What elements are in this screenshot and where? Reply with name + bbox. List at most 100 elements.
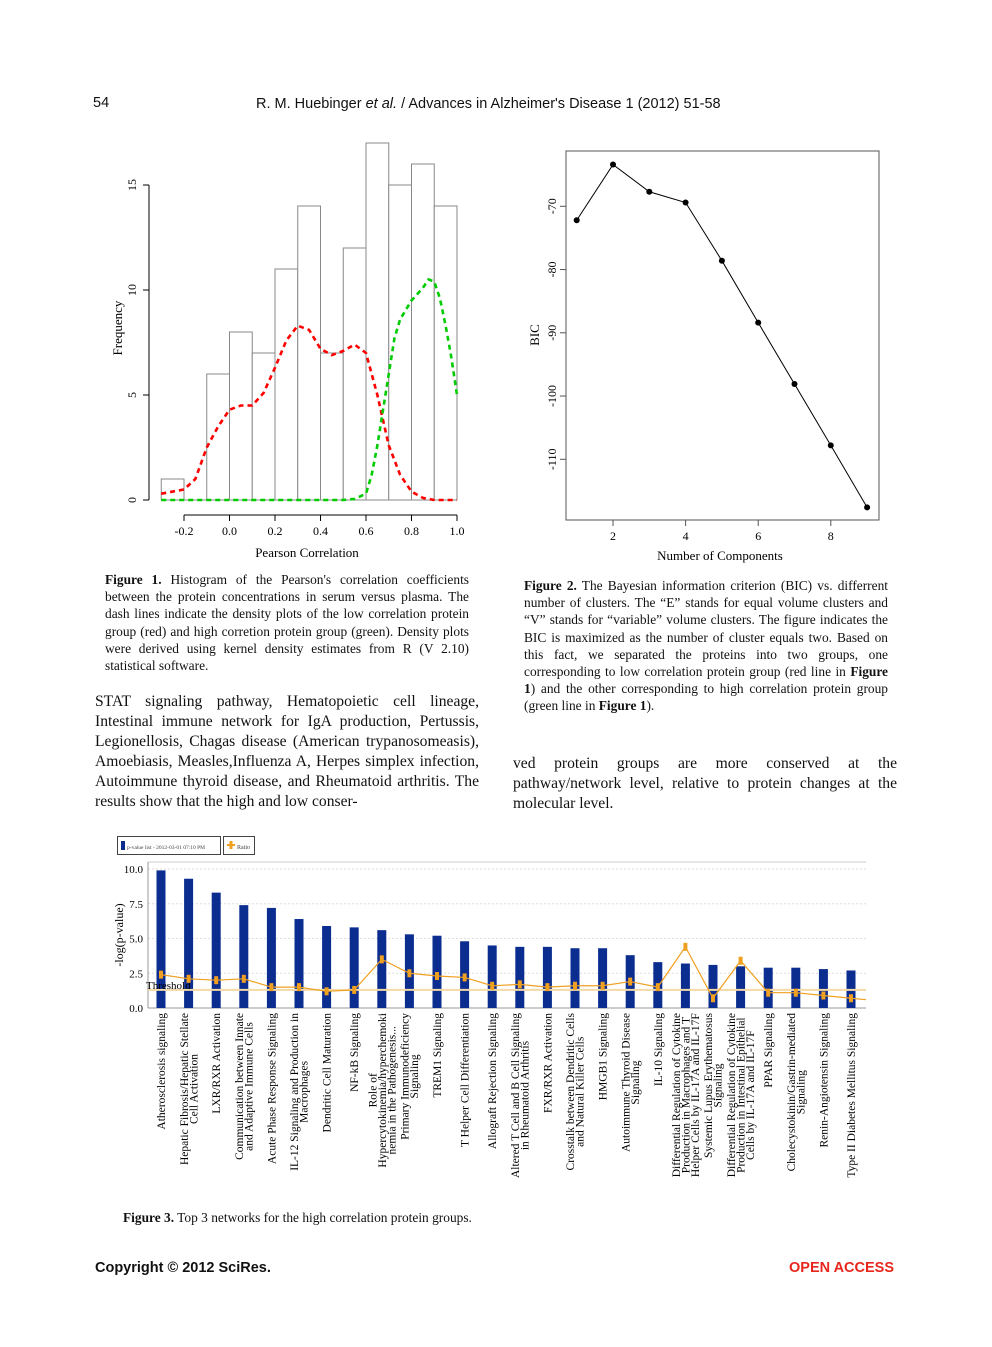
figure3-caption-text: Top 3 networks for the high correlation …: [174, 1210, 472, 1225]
ratio-marker: [269, 983, 274, 992]
ratio-marker: [379, 955, 384, 964]
category-label-line: Communication between Innate: [234, 1013, 246, 1160]
figure3-caption: Figure 3. Top 3 networks for the high co…: [123, 1210, 472, 1226]
category-label: IL-10 Signaling: [653, 1013, 665, 1086]
category-label-line: NF-kB Signaling: [349, 1013, 361, 1092]
ratio-marker: [214, 976, 219, 985]
category-label-line: LXR/RXR Activation: [211, 1013, 223, 1114]
category-label-line: PPAR Signaling: [763, 1013, 775, 1088]
category-label-line: in Rheumatoid Arthritis: [520, 1040, 532, 1150]
running-head-authors: R. M. Huebinger: [256, 96, 366, 112]
running-head-journal: / Advances in Alzheimer's Disease 1 (201…: [397, 96, 721, 112]
y-tick-label: -80: [545, 262, 559, 278]
bic-point: [682, 199, 689, 206]
ratio-marker: [159, 970, 163, 979]
category-label-line: FXR/RXR Activation: [542, 1013, 554, 1113]
pvalue-bar: [542, 946, 552, 1008]
bic-point: [827, 442, 834, 449]
figure2-caption-label: Figure 2.: [524, 578, 577, 593]
histogram-bar: [433, 205, 458, 501]
pvalue-bar: [818, 969, 828, 1008]
figure2-caption-text-3: ).: [646, 698, 655, 714]
body-paragraph-left: STAT signaling pathway, Hematopoietic ce…: [95, 693, 479, 810]
ratio-marker: [655, 983, 660, 992]
ratio-marker: [766, 988, 771, 997]
ratio-marker: [600, 981, 605, 990]
pvalue-bar: [487, 945, 497, 1008]
category-label-line: Signaling: [409, 1054, 421, 1098]
category-label-line: Helper Cells by IL-17A and IL-17F: [690, 1013, 702, 1177]
y-tick-label: 10: [125, 284, 139, 296]
legend-swatch-ratio-marker: [229, 841, 233, 849]
pvalue-bar: [791, 967, 801, 1008]
figure2-caption: Figure 2. The Bayesian information crite…: [524, 577, 888, 715]
category-label-line: Hepatic Fibrosis/Hepatic Stellate: [179, 1013, 191, 1165]
pvalue-bar: [211, 892, 221, 1008]
running-head: R. M. Huebinger et al. / Advances in Alz…: [256, 96, 721, 112]
category-label: Type II Diabetes Mellitus Signaling: [846, 1013, 858, 1178]
histogram-bar: [411, 163, 435, 501]
running-head-etal: et al.: [365, 96, 398, 112]
y-axis-label: BIC: [527, 324, 542, 346]
threshold-label: Threshold: [146, 980, 191, 992]
ratio-marker: [628, 977, 633, 986]
category-label: T Helper Cell Differentiation: [460, 1013, 472, 1147]
histogram-bar: [206, 373, 230, 501]
bic-point: [646, 188, 653, 195]
bic-point: [791, 381, 798, 388]
x-axis-label: Pearson Correlation: [255, 545, 359, 560]
y-tick-label: 5.0: [129, 934, 143, 946]
category-label: Cholecystokinin/Gastrin-mediatedSignalin…: [786, 1013, 808, 1172]
figure1-caption-text: Histogram of the Pearson's correlation c…: [105, 572, 470, 674]
figure3-pathway-bar-chart: p-value list - 2012-03-01 07:10 PM Ratio 0…: [112, 836, 867, 1178]
category-label-line: Primary Immunodeficiency: [400, 1013, 412, 1140]
category-label-line: Renin-Angiotensin Signaling: [818, 1013, 830, 1148]
figure2-caption-text-2: ) and the other corresponding to high co…: [524, 681, 888, 714]
category-label-line: and Adaptive Immune Cells: [244, 1022, 256, 1151]
category-label: FXR/RXR Activation: [542, 1013, 554, 1113]
figure1-histogram: 0 5 10 15 Frequency -0.2 0.0 0.2 0.4 0.6 0.8 1.0 Pea…: [110, 142, 465, 560]
figure2-bic-plot: -70 -80 -90 -100 -110 BIC 2 4 6 8 Number of Compon…: [527, 150, 880, 563]
pvalue-bar: [515, 946, 525, 1008]
bic-point: [718, 257, 725, 264]
bic-point: [610, 161, 616, 168]
x-tick-label: 0.8: [404, 524, 419, 538]
histogram-bar: [274, 268, 299, 501]
category-label-line: Signaling: [630, 1060, 642, 1104]
category-label-line: Hypercytokinemia/hyperchemoki: [377, 1013, 389, 1168]
x-tick-label: 0.6: [359, 524, 374, 538]
pvalue-bar: [377, 930, 387, 1008]
category-label-line: Acute Phase Response Signaling: [266, 1013, 278, 1164]
histogram-bar: [297, 205, 321, 501]
body-paragraph-right: ved protein groups are more conserved at…: [513, 755, 897, 812]
ratio-marker: [324, 987, 329, 996]
figure2-caption-ref-2: Figure 1: [598, 698, 647, 714]
y-tick-label: -110: [545, 449, 559, 471]
category-label-line: IL-10 Signaling: [653, 1013, 665, 1086]
legend-label-pvalue: p-value list - 2012-03-01 07:10 PM: [127, 845, 205, 851]
x-tick-label: 6: [755, 529, 761, 543]
histogram-bar: [229, 331, 253, 501]
category-label-line: Role of: [367, 1073, 379, 1107]
category-label-line: Type II Diabetes Mellitus Signaling: [846, 1013, 858, 1178]
green-density-curve: [161, 277, 459, 502]
x-tick-label: 8: [828, 529, 834, 543]
pvalue-bar: [239, 905, 249, 1008]
bic-point: [755, 319, 762, 326]
y-tick-label: 0: [125, 497, 139, 503]
category-label-line: Signaling: [796, 1070, 808, 1114]
y-tick-label: -90: [545, 325, 559, 341]
category-label-line: Cells by IL-17A and IL-17F: [745, 1030, 757, 1160]
pvalue-bar: [156, 870, 166, 1008]
pvalue-bar: [680, 963, 690, 1008]
histogram-bar: [388, 184, 412, 501]
category-label: TREM1 Signaling: [432, 1013, 444, 1098]
x-tick-label: 0.2: [268, 524, 283, 538]
y-tick-label: 0.0: [129, 1003, 143, 1015]
pvalue-bar: [570, 948, 580, 1008]
figure1-caption: Figure 1. Histogram of the Pearson's cor…: [105, 571, 469, 674]
pvalue-bar: [294, 919, 304, 1008]
